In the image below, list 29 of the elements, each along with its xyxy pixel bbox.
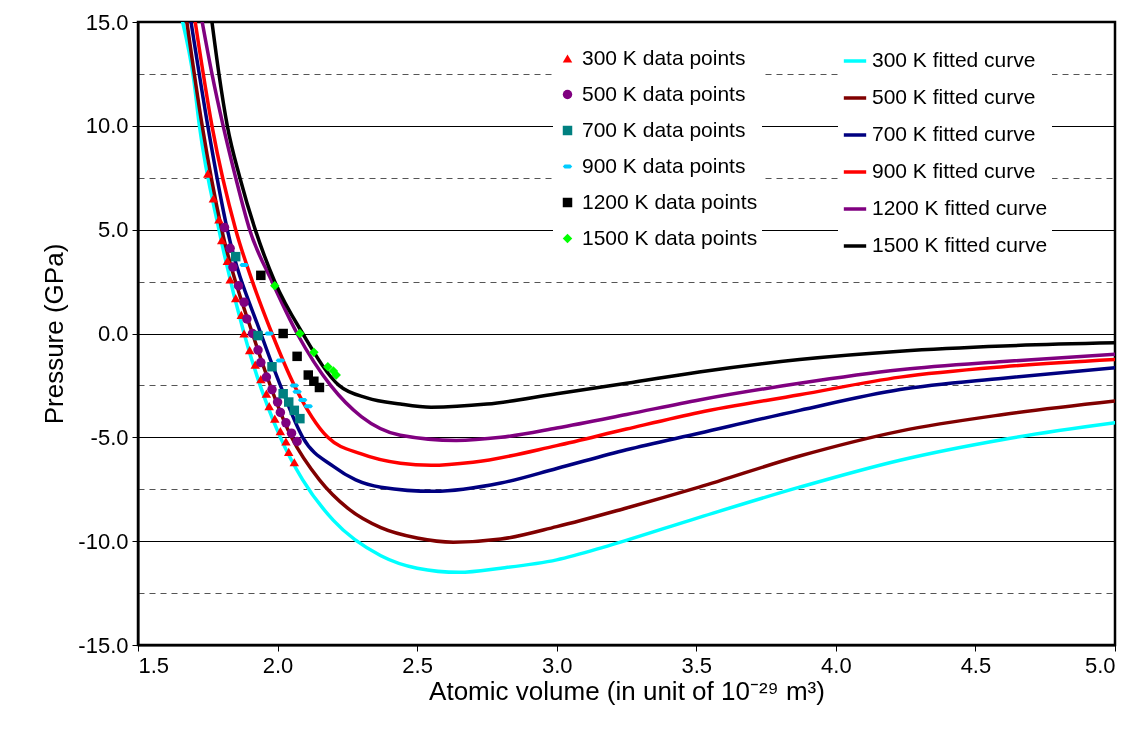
- legend-label: 1200 K data points: [582, 189, 758, 213]
- legend-label: 500 K fitted curve: [872, 85, 1036, 108]
- legend-label: 1200 K fitted curve: [872, 196, 1048, 219]
- legend-label: 300 K fitted curve: [872, 48, 1036, 71]
- y-tick-label: -15.0: [78, 632, 129, 658]
- x-tick-label: 3.5: [681, 652, 713, 678]
- legend-label: 300 K data points: [582, 45, 746, 69]
- x-tick-label: 4.5: [960, 652, 992, 678]
- legend-label: 700 K fitted curve: [872, 122, 1036, 145]
- legend-label: 500 K data points: [582, 81, 746, 105]
- x-tick-label: 4.0: [821, 652, 852, 678]
- x-tick-label: 2.5: [402, 652, 433, 678]
- legend-label: 900 K fitted curve: [872, 159, 1036, 182]
- x-tick-label: 1.5: [138, 652, 170, 678]
- y-tick-label: 5.0: [97, 217, 129, 243]
- legend-label: 1500 K fitted curve: [872, 233, 1048, 256]
- y-axis-title: Pressure (GPa): [39, 243, 70, 425]
- x-tick-label: 2.0: [262, 652, 294, 678]
- y-tick-label: 15.0: [85, 9, 129, 35]
- legend-label: 700 K data points: [582, 117, 746, 141]
- x-tick-label: 5.0: [1084, 652, 1116, 678]
- legend-label: 900 K data points: [582, 153, 746, 177]
- y-tick-label: 10.0: [85, 113, 129, 139]
- x-tick-label: 3.0: [541, 652, 573, 678]
- legend-label: 1500 K data points: [582, 225, 758, 249]
- x-axis-title: Atomic volume (in unit of 10⁻²⁹ m³): [429, 675, 825, 706]
- y-tick-label: -5.0: [90, 424, 129, 450]
- y-tick-label: 0.0: [97, 321, 129, 346]
- y-tick-label: -10.0: [78, 528, 129, 554]
